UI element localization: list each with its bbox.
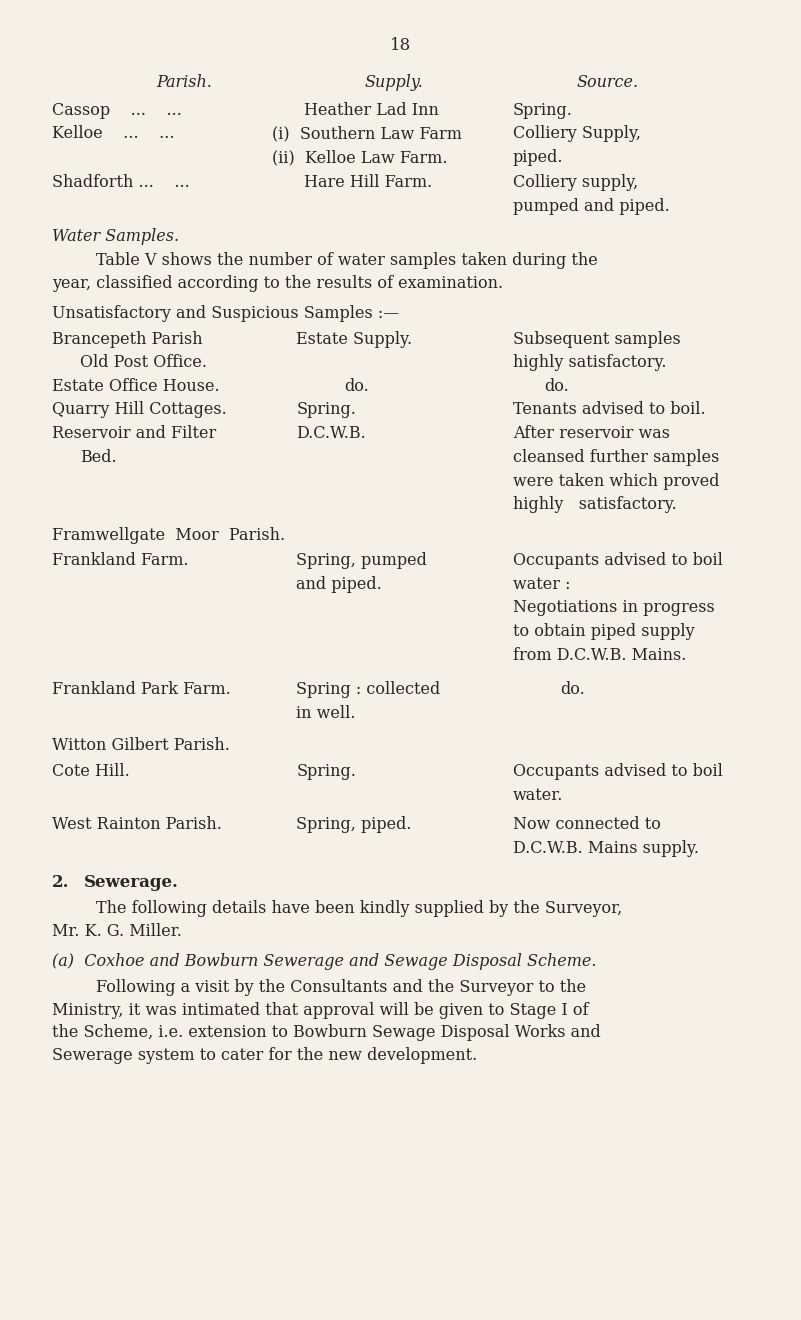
Text: do.: do. (344, 378, 369, 395)
Text: do.: do. (545, 378, 570, 395)
Text: highly   satisfactory.: highly satisfactory. (513, 496, 676, 513)
Text: Now connected to: Now connected to (513, 816, 661, 833)
Text: Subsequent samples: Subsequent samples (513, 331, 680, 348)
Text: Cassop    ...    ...: Cassop ... ... (52, 102, 182, 119)
Text: year, classified according to the results of examination.: year, classified according to the result… (52, 275, 503, 292)
Text: and piped.: and piped. (296, 576, 382, 593)
Text: Kelloe    ...    ...: Kelloe ... ... (52, 125, 175, 143)
Text: do.: do. (561, 681, 586, 698)
Text: Source.: Source. (577, 74, 639, 91)
Text: Estate Office House.: Estate Office House. (52, 378, 219, 395)
Text: Unsatisfactory and Suspicious Samples :—: Unsatisfactory and Suspicious Samples :— (52, 305, 400, 322)
Text: 2.: 2. (52, 874, 70, 891)
Text: water.: water. (513, 787, 563, 804)
Text: Sewerage.: Sewerage. (84, 874, 179, 891)
Text: West Rainton Parish.: West Rainton Parish. (52, 816, 222, 833)
Text: Reservoir and Filter: Reservoir and Filter (52, 425, 216, 442)
Text: Ministry, it was intimated that approval will be given to Stage I of: Ministry, it was intimated that approval… (52, 1002, 589, 1019)
Text: Occupants advised to boil: Occupants advised to boil (513, 552, 723, 569)
Text: The following details have been kindly supplied by the Surveyor,: The following details have been kindly s… (96, 900, 622, 917)
Text: the Scheme, i.e. extension to Bowburn Sewage Disposal Works and: the Scheme, i.e. extension to Bowburn Se… (52, 1024, 601, 1041)
Text: Parish.: Parish. (156, 74, 212, 91)
Text: in well.: in well. (296, 705, 356, 722)
Text: Occupants advised to boil: Occupants advised to boil (513, 763, 723, 780)
Text: Water Samples.: Water Samples. (52, 228, 179, 246)
Text: Cote Hill.: Cote Hill. (52, 763, 130, 780)
Text: pumped and piped.: pumped and piped. (513, 198, 670, 215)
Text: Spring, piped.: Spring, piped. (296, 816, 412, 833)
Text: Negotiations in progress: Negotiations in progress (513, 599, 714, 616)
Text: Bed.: Bed. (80, 449, 117, 466)
Text: Supply.: Supply. (364, 74, 424, 91)
Text: (ii)  Kelloe Law Farm.: (ii) Kelloe Law Farm. (272, 149, 448, 166)
Text: Hare Hill Farm.: Hare Hill Farm. (304, 174, 433, 191)
Text: Estate Supply.: Estate Supply. (296, 331, 413, 348)
Text: Sewerage system to cater for the new development.: Sewerage system to cater for the new dev… (52, 1047, 477, 1064)
Text: 18: 18 (390, 37, 411, 54)
Text: Mr. K. G. Miller.: Mr. K. G. Miller. (52, 923, 182, 940)
Text: D.C.W.B. Mains supply.: D.C.W.B. Mains supply. (513, 840, 698, 857)
Text: Spring.: Spring. (296, 401, 356, 418)
Text: Frankland Farm.: Frankland Farm. (52, 552, 189, 569)
Text: Heather Lad Inn: Heather Lad Inn (304, 102, 439, 119)
Text: were taken which proved: were taken which proved (513, 473, 719, 490)
Text: After reservoir was: After reservoir was (513, 425, 670, 442)
Text: Old Post Office.: Old Post Office. (80, 354, 207, 371)
Text: water :: water : (513, 576, 570, 593)
Text: to obtain piped supply: to obtain piped supply (513, 623, 694, 640)
Text: Framwellgate  Moor  Parish.: Framwellgate Moor Parish. (52, 527, 285, 544)
Text: Shadforth ...    ...: Shadforth ... ... (52, 174, 190, 191)
Text: Tenants advised to boil.: Tenants advised to boil. (513, 401, 705, 418)
Text: highly satisfactory.: highly satisfactory. (513, 354, 666, 371)
Text: Spring, pumped: Spring, pumped (296, 552, 427, 569)
Text: Quarry Hill Cottages.: Quarry Hill Cottages. (52, 401, 227, 418)
Text: from D.C.W.B. Mains.: from D.C.W.B. Mains. (513, 647, 686, 664)
Text: Witton Gilbert Parish.: Witton Gilbert Parish. (52, 737, 230, 754)
Text: Spring : collected: Spring : collected (296, 681, 441, 698)
Text: Colliery supply,: Colliery supply, (513, 174, 638, 191)
Text: Table V shows the number of water samples taken during the: Table V shows the number of water sample… (96, 252, 598, 269)
Text: piped.: piped. (513, 149, 563, 166)
Text: Following a visit by the Consultants and the Surveyor to the: Following a visit by the Consultants and… (96, 979, 586, 997)
Text: Brancepeth Parish: Brancepeth Parish (52, 331, 203, 348)
Text: (i)  Southern Law Farm: (i) Southern Law Farm (272, 125, 462, 143)
Text: Spring.: Spring. (513, 102, 573, 119)
Text: cleansed further samples: cleansed further samples (513, 449, 719, 466)
Text: D.C.W.B.: D.C.W.B. (296, 425, 366, 442)
Text: (a)  Coxhoe and Bowburn Sewerage and Sewage Disposal Scheme.: (a) Coxhoe and Bowburn Sewerage and Sewa… (52, 953, 597, 970)
Text: Frankland Park Farm.: Frankland Park Farm. (52, 681, 231, 698)
Text: Spring.: Spring. (296, 763, 356, 780)
Text: Colliery Supply,: Colliery Supply, (513, 125, 641, 143)
